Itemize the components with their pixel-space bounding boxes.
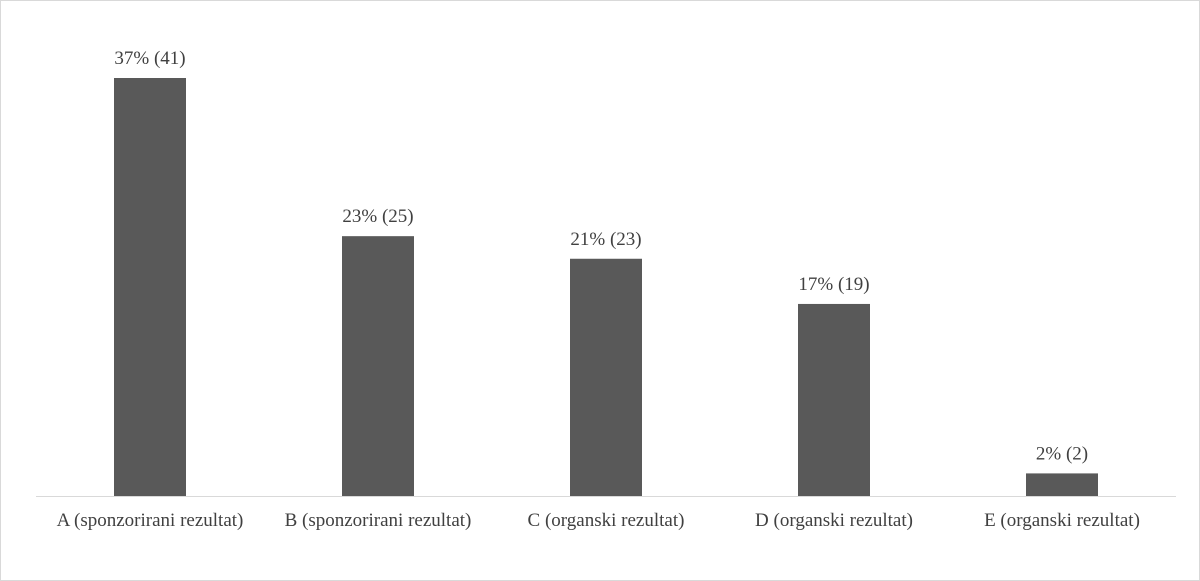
data-label: 23% (25) xyxy=(342,206,413,227)
x-tick-label: E (organski rezultat) xyxy=(984,510,1140,531)
x-tick-label: C (organski rezultat) xyxy=(527,510,685,531)
bar xyxy=(114,78,186,496)
data-label: 37% (41) xyxy=(114,48,185,69)
bar xyxy=(342,236,414,496)
x-tick-label: B (sponzorirani rezultat) xyxy=(284,510,472,531)
x-tick-label: A (sponzorirani rezultat) xyxy=(56,510,244,531)
data-label: 2% (2) xyxy=(1036,443,1088,464)
bar xyxy=(1026,473,1098,496)
bar xyxy=(798,303,870,496)
bar xyxy=(570,258,642,496)
x-tick-label: D (organski rezultat) xyxy=(755,510,913,531)
data-label: 17% (19) xyxy=(798,274,869,295)
data-label: 21% (23) xyxy=(570,229,641,250)
